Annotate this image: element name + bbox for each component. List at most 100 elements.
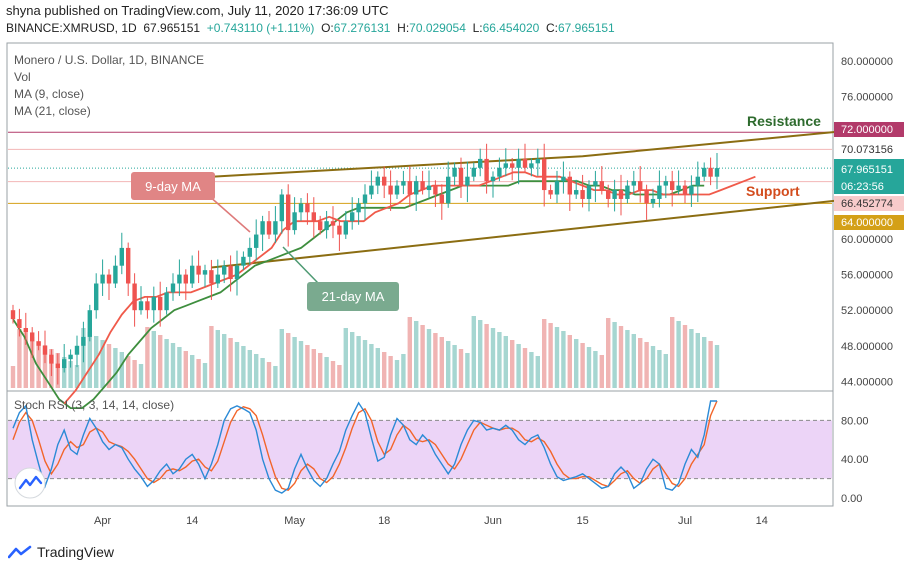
publish-line: shyna published on TradingView.com, July…	[6, 3, 389, 18]
candle-body	[119, 247, 124, 266]
candle-body	[10, 310, 16, 320]
stoch-rsi-lines	[12, 400, 718, 494]
volume-bar	[311, 349, 316, 388]
volume-bar	[375, 348, 380, 388]
candle-body	[106, 274, 112, 284]
candle-body	[266, 221, 272, 235]
candle-body	[158, 296, 163, 311]
volume-bar	[36, 341, 41, 388]
trend-channel[interactable]	[211, 129, 852, 269]
candle-body	[606, 190, 611, 199]
legend-vol[interactable]: Vol	[14, 70, 31, 84]
support-label: Support	[746, 183, 800, 199]
price-tick-label: 56.000000	[841, 270, 893, 282]
candle-body	[132, 283, 137, 311]
rsi-tick-label: 0.00	[841, 493, 862, 505]
candle-body	[484, 158, 489, 182]
time-axis-labels[interactable]: Apr 14 May 18 Jun 15 Jul 14	[94, 515, 768, 527]
ma21-annotation[interactable]: 21-day MA	[282, 246, 399, 311]
candle-body	[286, 194, 291, 231]
volume-bar	[439, 337, 444, 388]
low-value: 66.454020	[482, 21, 540, 35]
ma21-tag-box	[307, 282, 399, 311]
rsi-axis-labels: 80.00 40.00 0.00	[841, 415, 869, 505]
volume-bar	[247, 350, 252, 388]
volume-bar	[164, 339, 169, 388]
volume-bar	[170, 343, 176, 388]
symbol-label[interactable]: BINANCE:XMRUSD, 1D	[6, 21, 137, 35]
price-tick-label: 52.000000	[841, 305, 893, 317]
candle-body	[631, 181, 636, 186]
volume-bar	[593, 351, 598, 388]
legend-stoch-rsi[interactable]: Stoch RSI (3, 3, 14, 14, close)	[14, 398, 175, 412]
candle-body	[510, 163, 515, 168]
volume-bar	[599, 355, 604, 388]
candle-body	[254, 234, 259, 248]
volume-bar	[452, 345, 457, 388]
volume-bar	[567, 335, 572, 388]
candle-body	[362, 194, 368, 204]
volume-bar	[388, 356, 393, 388]
candle-body	[414, 181, 419, 195]
ma9-annotation[interactable]: 9-day MA	[131, 172, 251, 233]
volume-bar	[465, 353, 470, 388]
candle-body	[574, 190, 579, 195]
volume-bar	[362, 340, 368, 388]
candle-body	[126, 247, 131, 284]
candle-body	[625, 185, 630, 199]
candle-body	[446, 176, 451, 204]
candle-body	[612, 190, 617, 199]
candle-body	[554, 181, 560, 195]
support-tag-box	[834, 215, 904, 230]
resistance-tag-text: 72.000000	[841, 124, 893, 136]
volume-bar	[484, 324, 489, 388]
candle-body	[567, 176, 572, 195]
volume-bar	[586, 347, 592, 388]
channel-lower	[211, 198, 852, 269]
rsi-tick-label: 40.00	[841, 454, 869, 466]
candle-body	[497, 167, 502, 177]
legend-ma9[interactable]: MA (9, close)	[14, 87, 85, 101]
candle-body	[708, 167, 713, 177]
volume-bar	[279, 329, 284, 388]
volume-bar	[708, 341, 713, 388]
candle-body	[465, 176, 470, 186]
candle-body	[222, 265, 227, 275]
volume-bar	[23, 333, 28, 388]
legend-title[interactable]: Monero / U.S. Dollar, 1D, BINANCE	[14, 53, 205, 67]
volume-bar	[426, 329, 432, 388]
candle-body	[36, 341, 41, 346]
candle-body	[170, 283, 176, 293]
candle-body	[535, 158, 540, 164]
candle-body	[599, 181, 604, 191]
volume-bar	[676, 321, 681, 388]
volume-bar	[324, 357, 329, 388]
volume-bar	[554, 327, 560, 388]
candle-body	[247, 247, 252, 257]
candlesticks	[10, 143, 720, 385]
candle-body	[113, 265, 118, 284]
candle-body	[94, 283, 99, 311]
time-tick-label: Jul	[678, 515, 692, 527]
legend-ma21[interactable]: MA (21, close)	[14, 104, 91, 118]
symbol-ohlc-line: BINANCE:XMRUSD, 1D 67.965151 +0.743110 (…	[6, 21, 615, 35]
candle-body	[548, 190, 553, 195]
volume-bar	[446, 341, 451, 388]
volume-bar	[241, 346, 246, 388]
candle-body	[439, 194, 444, 204]
volume-bar	[119, 352, 124, 388]
candle-body	[670, 181, 675, 191]
candle-body	[190, 265, 195, 284]
candle-body	[580, 190, 585, 199]
time-tick-label: 18	[378, 515, 390, 527]
price-change: +0.743110 (+1.11%)	[206, 21, 315, 35]
close-label: C:	[545, 21, 558, 35]
candle-body	[529, 163, 534, 168]
volume-bar	[369, 344, 374, 388]
candle-body	[324, 221, 329, 231]
open-label: O:	[321, 21, 334, 35]
candle-body	[503, 163, 508, 168]
volume-bar	[650, 346, 656, 388]
candle-body	[689, 185, 694, 195]
